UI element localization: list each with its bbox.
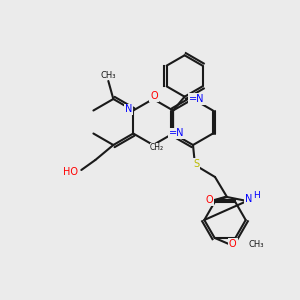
Text: O: O bbox=[205, 195, 213, 205]
Text: H: H bbox=[253, 191, 260, 200]
Text: CH₃: CH₃ bbox=[100, 71, 116, 80]
Text: =N: =N bbox=[169, 128, 185, 139]
Text: O: O bbox=[229, 239, 237, 249]
Text: N: N bbox=[124, 104, 132, 115]
Text: O: O bbox=[150, 91, 158, 101]
Text: =N: =N bbox=[189, 94, 205, 104]
Text: N: N bbox=[245, 194, 253, 204]
Text: HO: HO bbox=[63, 167, 78, 177]
Text: CH₂: CH₂ bbox=[150, 143, 164, 152]
Text: CH₃: CH₃ bbox=[249, 240, 264, 249]
Text: S: S bbox=[193, 159, 199, 169]
